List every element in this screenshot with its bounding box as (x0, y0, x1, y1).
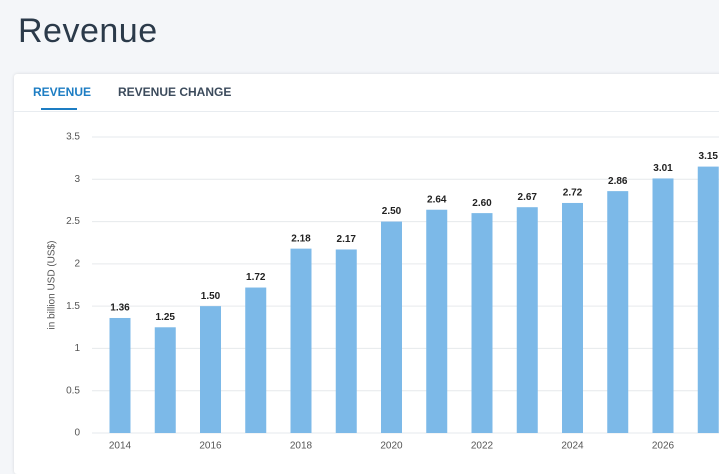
value-label: 2.18 (291, 233, 311, 244)
x-tick-label: 2014 (109, 441, 132, 452)
x-tick-label: 2016 (199, 441, 222, 452)
bar (245, 287, 267, 433)
separator (14, 111, 719, 112)
y-tick-label: 3 (74, 174, 80, 185)
x-tick-label: 2024 (561, 441, 584, 452)
x-tick-label: 2020 (380, 441, 403, 452)
value-label: 3.01 (653, 163, 673, 174)
card: REVENUE REVENUE CHANGE (14, 74, 719, 474)
value-label: 3.15 (699, 151, 719, 162)
bar (562, 202, 583, 433)
bar (426, 209, 448, 433)
bar (335, 249, 357, 433)
value-label: 1.25 (156, 312, 176, 323)
value-label: 1.36 (110, 303, 130, 314)
bar (607, 191, 629, 433)
bar (290, 248, 312, 433)
value-label: 1.72 (246, 272, 266, 283)
x-tick-label: 2026 (652, 441, 675, 452)
value-label: 2.86 (608, 176, 628, 187)
bar (697, 166, 719, 433)
tab-underline (41, 108, 77, 110)
page-title: Revenue (18, 12, 158, 50)
x-tick-label: 2018 (290, 441, 313, 452)
y-axis-label: in billion USD (US$) (47, 241, 58, 330)
y-tick-label: 2.5 (66, 216, 80, 227)
bar (200, 306, 221, 433)
x-tick-label: 2022 (471, 441, 494, 452)
value-label: 2.60 (472, 198, 492, 209)
y-tick-label: 2 (74, 258, 80, 269)
bar (154, 327, 176, 433)
page: Revenue REVENUE REVENUE CHANGE in billio… (14, 12, 719, 474)
value-label: 1.50 (201, 291, 221, 302)
value-label: 2.17 (337, 234, 357, 245)
value-label: 2.67 (518, 192, 538, 203)
bar (381, 221, 402, 433)
tab[interactable]: REVENUE (33, 85, 92, 99)
y-tick-label: 1 (74, 343, 80, 354)
tab[interactable]: REVENUE CHANGE (118, 85, 232, 99)
value-label: 2.72 (563, 188, 583, 199)
bar (471, 213, 493, 433)
bar (109, 317, 131, 433)
y-tick-label: 0 (74, 428, 80, 439)
y-tick-label: 1.5 (66, 301, 80, 312)
value-label: 2.64 (427, 194, 447, 205)
value-label: 2.50 (382, 206, 402, 217)
bar (652, 178, 674, 433)
chart: in billion USD (US$) 0 0.5 1 1.5 2 2.5 3 3.5 201… (47, 132, 719, 452)
bar (516, 207, 538, 433)
y-tick-label: 0.5 (66, 385, 80, 396)
y-tick-label: 3.5 (66, 132, 80, 143)
